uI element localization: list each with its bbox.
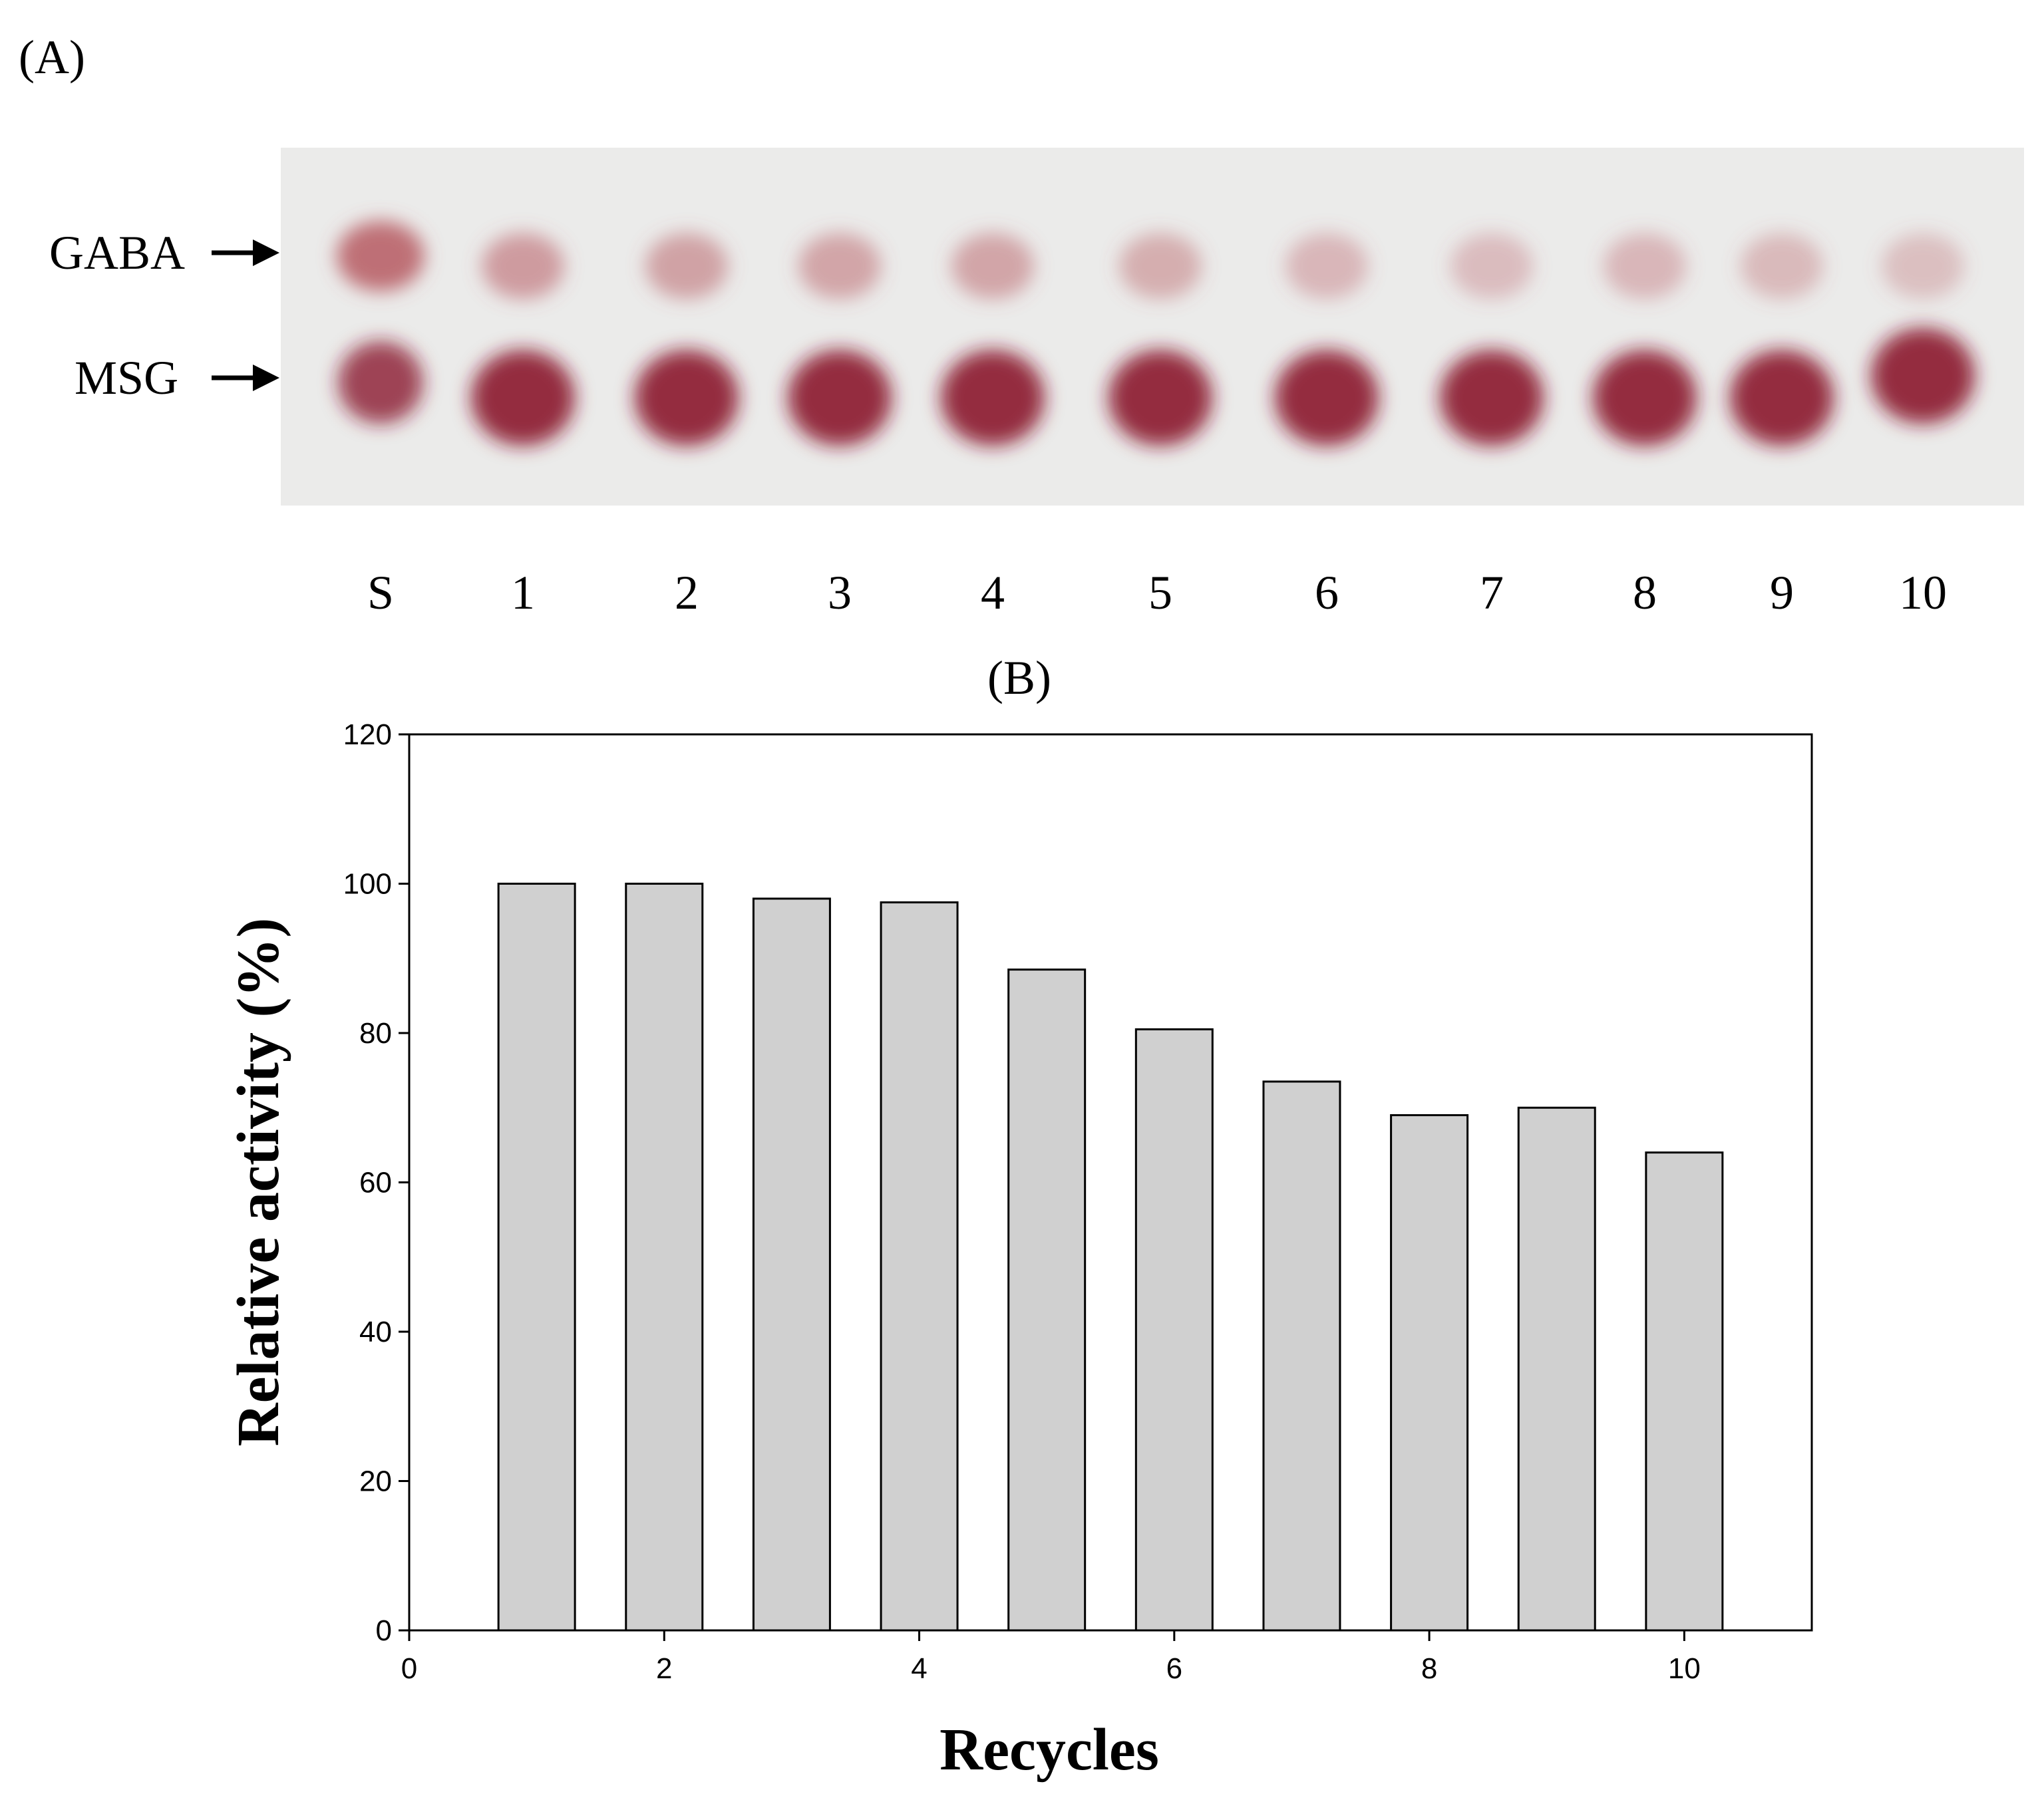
plot-frame <box>408 733 1813 1632</box>
lane-label: 4 <box>981 566 1005 619</box>
lane-label: 2 <box>675 566 699 619</box>
y-tick-label: 100 <box>343 868 392 901</box>
msg-spot <box>1440 350 1544 446</box>
lane-label: 5 <box>1148 566 1172 619</box>
gaba-spot <box>337 221 425 291</box>
x-tick-label: 6 <box>1166 1652 1182 1685</box>
lane-label: 9 <box>1770 566 1794 619</box>
msg-spot <box>471 350 575 446</box>
msg-spot <box>635 350 739 446</box>
bar <box>1517 1106 1596 1632</box>
x-tick-label: 0 <box>401 1652 417 1685</box>
gaba-spot <box>798 233 881 299</box>
lane-label: 8 <box>1633 566 1657 619</box>
gaba-spot <box>951 233 1034 299</box>
gaba-spot <box>1285 233 1368 299</box>
gaba-arrow-icon <box>212 239 279 266</box>
panel-b-label: (B) <box>987 651 1051 704</box>
lane-labels: S 1 2 3 4 5 6 7 8 9 10 <box>367 566 1947 619</box>
lane-label: 1 <box>511 566 535 619</box>
bar <box>1390 1114 1469 1632</box>
msg-spot <box>788 350 892 446</box>
gaba-spot <box>1882 233 1964 299</box>
y-tick-label: 80 <box>359 1017 392 1050</box>
gaba-spot <box>645 233 728 299</box>
lane-label: 10 <box>1899 566 1947 619</box>
y-tick-label: 0 <box>376 1614 392 1647</box>
bar <box>1262 1080 1341 1632</box>
lane-label: 7 <box>1480 566 1504 619</box>
tlc-spots <box>337 221 1975 446</box>
bar <box>625 883 704 1632</box>
gaba-row-label: GABA <box>49 226 185 279</box>
msg-arrow-icon <box>212 365 279 391</box>
msg-spot <box>941 350 1045 446</box>
x-tick-label: 10 <box>1668 1652 1701 1685</box>
lane-label: 3 <box>828 566 852 619</box>
y-axis: 0 20 40 60 80 100 120 <box>343 718 409 1647</box>
msg-spot <box>1871 328 1975 424</box>
gaba-spot <box>1119 233 1202 299</box>
x-axis: 0 2 4 6 8 10 <box>401 1630 1701 1685</box>
x-tick-label: 4 <box>911 1652 927 1685</box>
y-tick-label: 40 <box>359 1316 392 1348</box>
msg-spot <box>338 341 423 424</box>
bars <box>497 883 1724 1632</box>
gaba-spot <box>1741 233 1823 299</box>
msg-spot <box>1730 350 1834 446</box>
msg-row-label: MSG <box>75 351 178 404</box>
x-tick-label: 2 <box>656 1652 672 1685</box>
gaba-spot <box>482 233 564 299</box>
panel-a-label: (A) <box>19 31 85 84</box>
bar <box>1007 969 1087 1632</box>
gaba-spot <box>1450 233 1533 299</box>
msg-spot <box>1108 350 1212 446</box>
msg-spot <box>1275 350 1379 446</box>
y-tick-label: 60 <box>359 1167 392 1199</box>
y-axis-title: Relative activity (%) <box>226 918 291 1447</box>
y-tick-label: 120 <box>343 718 392 751</box>
bar <box>1645 1151 1724 1632</box>
msg-spot <box>1593 350 1697 446</box>
tlc-plate <box>281 148 2024 506</box>
bar <box>1134 1028 1214 1632</box>
y-tick-label: 20 <box>359 1465 392 1498</box>
bar <box>880 901 959 1632</box>
bar <box>497 883 576 1632</box>
x-axis-title: Recycles <box>939 1717 1159 1783</box>
gaba-spot <box>1604 233 1686 299</box>
x-tick-label: 8 <box>1421 1652 1437 1685</box>
lane-label: 6 <box>1315 566 1339 619</box>
lane-label: S <box>367 566 394 619</box>
bar <box>752 897 831 1632</box>
